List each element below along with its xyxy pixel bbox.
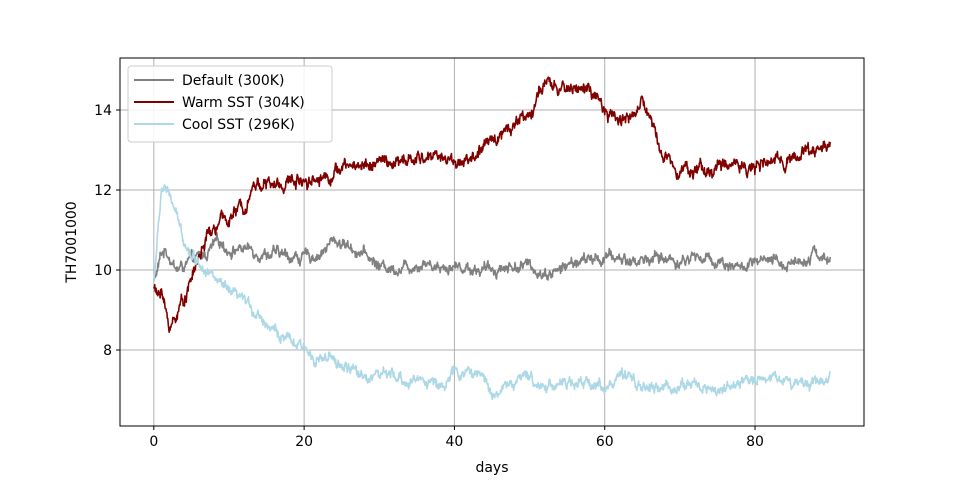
x-tick-label: 20 [295, 434, 313, 450]
series-line-1 [153, 76, 831, 334]
series-line-2 [153, 184, 831, 401]
series-lines [153, 76, 831, 401]
legend-label: Cool SST (296K) [182, 117, 295, 133]
series-line-0 [153, 232, 831, 283]
x-tick-label: 40 [446, 434, 464, 450]
y-tick-label: 14 [94, 103, 112, 119]
y-tick-label: 12 [94, 183, 112, 199]
y-axis-label: TH7001000 [64, 201, 80, 283]
legend-box [127, 65, 333, 143]
legend-label: Default (300K) [182, 73, 284, 89]
x-tick-label: 60 [596, 434, 614, 450]
legend: Default (300K) Warm SST (304K) Cool SST (2… [127, 65, 333, 143]
plot-frame [119, 57, 865, 427]
legend-label: Warm SST (304K) [182, 95, 305, 111]
x-axis-label: days [475, 460, 508, 476]
x-tick-label: 80 [746, 434, 764, 450]
y-tick-label: 8 [103, 343, 112, 359]
x-tick-label: 0 [149, 434, 158, 450]
y-tick-label: 10 [94, 263, 112, 279]
axis-ticks: 0 20 40 60 80 8 10 12 14 [94, 103, 764, 450]
